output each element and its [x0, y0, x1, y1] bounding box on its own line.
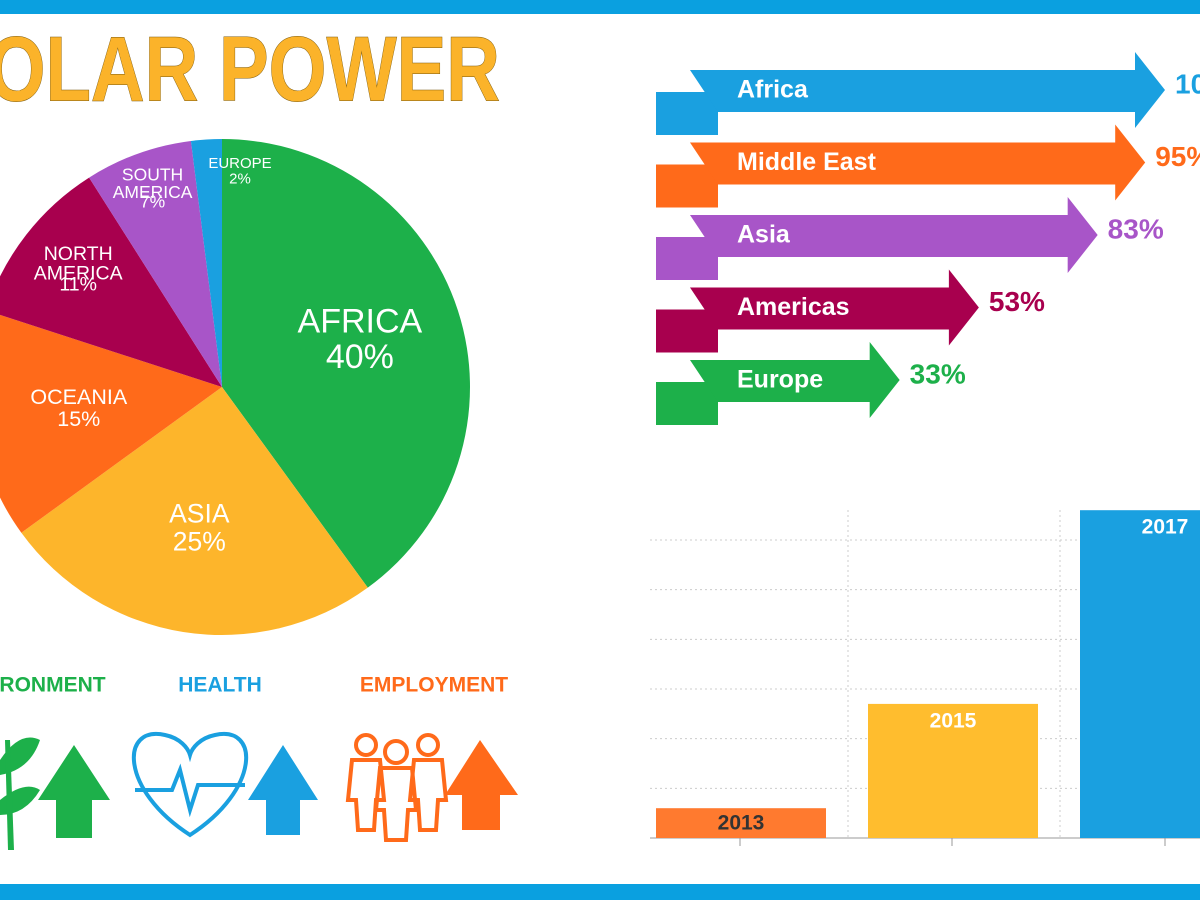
heart-icon: [131, 731, 249, 838]
ribbon-tab: [656, 92, 718, 135]
slice-label: OCEANIA: [30, 385, 127, 409]
slice-label: EUROPE: [208, 155, 271, 172]
pie-slice: [89, 140, 222, 387]
column: [656, 808, 826, 838]
slice-value: 40%: [326, 338, 394, 376]
impact-label: EMPLOYMENT: [360, 674, 508, 697]
ribbon-tab: [656, 382, 718, 425]
arrow-value: 100%: [1175, 68, 1200, 99]
arrow-label: Americas: [737, 293, 850, 321]
slice-label: NORTH AMERICA: [34, 243, 123, 285]
arrow-value: 33%: [910, 358, 966, 389]
slice-value: 7%: [140, 191, 165, 211]
arrow-label: Asia: [737, 221, 791, 249]
arrow-value: 95%: [1155, 141, 1200, 172]
slice-label: ASIA: [169, 499, 230, 529]
bottom-border: [0, 884, 1200, 900]
pie-slice: [222, 139, 470, 588]
arrow-bar: [690, 197, 1098, 273]
column-axis: [650, 837, 1200, 846]
slice-value: 15%: [57, 407, 100, 431]
page-title: SOLAR POWER: [0, 18, 500, 120]
pie-slice: [0, 177, 222, 387]
up-arrow: [445, 740, 518, 830]
people-icon: [345, 733, 449, 842]
impact-label: HEALTH: [178, 674, 262, 697]
ribbon-tab: [656, 309, 718, 353]
arrow-bar: [690, 52, 1165, 128]
arrow-label: Africa: [737, 76, 809, 104]
slice-value: 25%: [173, 526, 226, 556]
slice-label: SOUTH AMERICA: [113, 164, 193, 202]
column-label: 2013: [718, 812, 765, 835]
arrow-label: Europe: [737, 366, 823, 394]
arrow-value: 53%: [989, 286, 1045, 317]
impact-label: ENVIRONMENT: [0, 674, 106, 697]
pie-slice: [21, 387, 368, 635]
arrow-bar: [690, 269, 979, 346]
arrow-bar: [690, 124, 1146, 201]
column: [868, 703, 1038, 838]
up-arrow: [248, 745, 318, 835]
pulse-line: [135, 763, 245, 818]
top-border: [0, 0, 1200, 14]
arrow-bar: [690, 342, 900, 418]
column: [1080, 510, 1200, 838]
arrow-value: 83%: [1108, 213, 1164, 244]
pie-slice: [0, 314, 222, 533]
plant-icon: [0, 737, 40, 850]
ribbon-tab: [656, 237, 718, 280]
pie-slice: [190, 139, 222, 387]
slice-value: 2%: [229, 170, 251, 187]
arrow-label: Middle East: [737, 148, 877, 176]
slice-value: 11%: [59, 273, 97, 295]
slice-label: AFRICA: [298, 302, 423, 340]
ribbon-tab: [656, 164, 718, 208]
column-label: 2017: [1142, 516, 1189, 539]
up-arrow: [38, 745, 110, 838]
column-label: 2015: [930, 709, 977, 732]
